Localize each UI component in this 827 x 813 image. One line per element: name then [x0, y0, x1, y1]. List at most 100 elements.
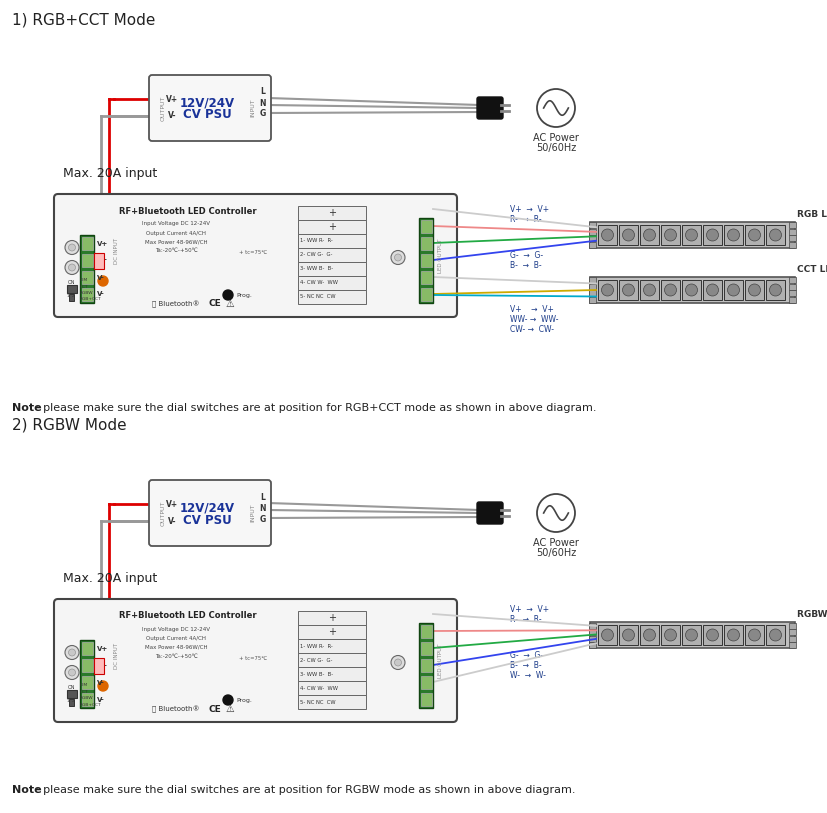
Bar — [69, 699, 74, 706]
Bar — [67, 285, 77, 293]
Bar — [94, 253, 104, 269]
Bar — [298, 695, 366, 709]
Text: 12V/24V: 12V/24V — [179, 97, 235, 110]
Bar — [420, 254, 432, 267]
Circle shape — [537, 89, 575, 127]
Bar — [298, 206, 366, 220]
Bar — [661, 280, 680, 300]
Circle shape — [769, 629, 782, 641]
Text: V+: V+ — [97, 646, 108, 651]
Bar — [789, 642, 796, 648]
Bar — [420, 625, 432, 638]
Bar — [703, 225, 722, 245]
Circle shape — [601, 284, 614, 296]
Text: N: N — [260, 503, 266, 512]
Text: V-: V- — [97, 680, 105, 685]
Text: CCT LED Strip: CCT LED Strip — [797, 265, 827, 274]
Bar — [589, 223, 596, 228]
Circle shape — [748, 284, 761, 296]
Bar — [298, 681, 366, 695]
FancyBboxPatch shape — [149, 75, 271, 141]
Text: CE: CE — [208, 705, 222, 714]
Circle shape — [98, 276, 108, 286]
Bar — [789, 284, 796, 290]
Bar — [82, 659, 93, 672]
Bar — [298, 611, 366, 625]
Circle shape — [69, 244, 75, 251]
Circle shape — [643, 284, 656, 296]
Bar — [589, 284, 596, 290]
Bar — [590, 222, 795, 248]
Circle shape — [665, 229, 676, 241]
Text: 3- WW B-  B-: 3- WW B- B- — [300, 267, 333, 272]
Circle shape — [65, 646, 79, 659]
Text: Note: Note — [12, 785, 41, 795]
Bar — [298, 220, 366, 234]
Text: V+  →  V+: V+ → V+ — [510, 605, 549, 614]
Text: RGBW: RGBW — [80, 291, 93, 295]
Text: 5- NC NC  CW: 5- NC NC CW — [300, 294, 336, 299]
Bar — [420, 659, 432, 672]
Text: OUTPUT: OUTPUT — [160, 95, 165, 120]
Bar — [419, 623, 433, 708]
Text: L: L — [261, 88, 265, 97]
Circle shape — [769, 229, 782, 241]
Bar — [82, 271, 93, 284]
Bar — [724, 625, 743, 645]
Bar — [682, 225, 701, 245]
Text: DIM: DIM — [80, 683, 88, 687]
Bar — [420, 271, 432, 284]
Text: DC INPUT: DC INPUT — [113, 237, 118, 263]
Bar — [640, 225, 659, 245]
Text: V+: V+ — [166, 94, 178, 103]
Bar — [589, 277, 596, 284]
Bar — [766, 280, 785, 300]
Text: W-  →  W-: W- → W- — [510, 671, 546, 680]
Bar — [789, 223, 796, 228]
Text: RGBW: RGBW — [80, 696, 93, 700]
Text: RGB+CCT: RGB+CCT — [80, 298, 102, 302]
Circle shape — [706, 284, 719, 296]
Bar — [82, 254, 93, 267]
Bar — [82, 237, 93, 250]
Text: L: L — [261, 493, 265, 502]
Text: RF+Bluetooth LED Controller: RF+Bluetooth LED Controller — [119, 207, 257, 215]
Text: V-: V- — [97, 697, 105, 702]
Text: 50/60Hz: 50/60Hz — [536, 548, 576, 558]
Text: V+: V+ — [97, 258, 108, 263]
Text: CV PSU: CV PSU — [183, 108, 232, 121]
Circle shape — [98, 681, 108, 691]
Circle shape — [748, 229, 761, 241]
Text: DC INPUT: DC INPUT — [113, 642, 118, 668]
Bar — [589, 642, 596, 648]
Text: 1- WW R-  R-: 1- WW R- R- — [300, 238, 332, 244]
Bar — [420, 642, 432, 655]
Bar — [589, 629, 596, 635]
Circle shape — [537, 494, 575, 532]
Text: RGB LED Strip: RGB LED Strip — [797, 210, 827, 219]
Text: +: + — [328, 208, 336, 218]
Circle shape — [769, 284, 782, 296]
Bar — [789, 623, 796, 628]
Circle shape — [394, 659, 401, 666]
Text: CW- →  CW-: CW- → CW- — [510, 325, 554, 334]
Bar — [661, 225, 680, 245]
Circle shape — [686, 229, 697, 241]
FancyBboxPatch shape — [149, 480, 271, 546]
Text: 2- CW G-  G-: 2- CW G- G- — [300, 658, 332, 663]
Bar — [789, 290, 796, 297]
Bar — [420, 676, 432, 689]
Bar — [789, 629, 796, 635]
Text: CCT: CCT — [80, 689, 88, 693]
Text: G: G — [260, 110, 266, 119]
Bar — [82, 676, 93, 689]
Text: Ta:-20℃-+50℃: Ta:-20℃-+50℃ — [155, 249, 198, 254]
Bar — [298, 653, 366, 667]
Text: Output Current 4A/CH: Output Current 4A/CH — [146, 636, 206, 641]
Bar — [589, 290, 596, 297]
Bar — [298, 262, 366, 276]
Text: Max. 20A input: Max. 20A input — [63, 572, 157, 585]
Text: 2- CW G-  G-: 2- CW G- G- — [300, 253, 332, 258]
Circle shape — [623, 229, 634, 241]
FancyBboxPatch shape — [54, 599, 457, 722]
